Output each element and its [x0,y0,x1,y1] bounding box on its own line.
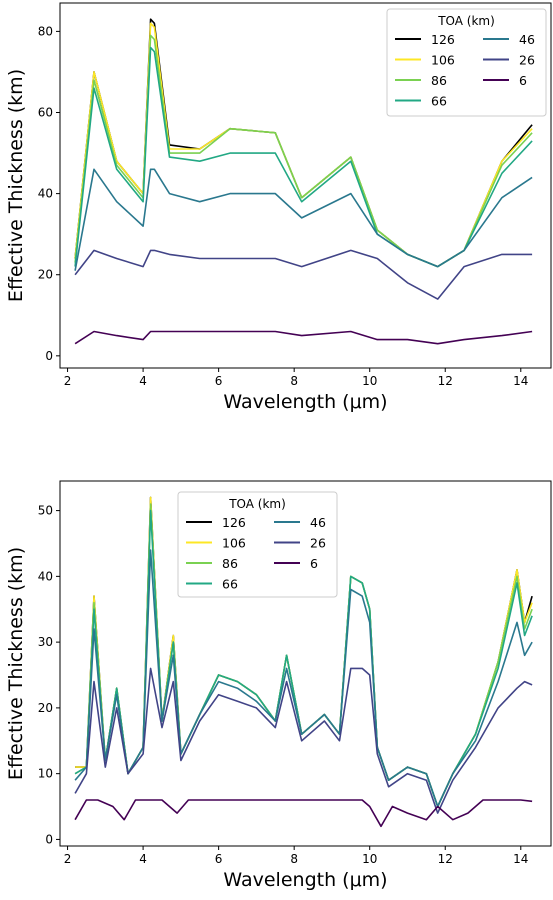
x-tick-label: 14 [513,374,528,388]
legend-label-86: 86 [222,556,238,571]
x-tick-label: 10 [362,852,377,866]
y-axis-label: Effective Thickness (km) [5,547,27,780]
legend-label-66: 66 [222,577,238,592]
y-tick-label: 30 [38,635,53,649]
legend-title: TOA (km) [437,14,495,28]
x-tick-label: 4 [139,374,147,388]
x-tick-label: 12 [438,852,453,866]
legend-label-26: 26 [310,536,326,551]
series-line-46 [74,168,533,271]
y-tick-label: 40 [38,187,53,201]
x-tick-label: 2 [64,852,72,866]
legend-label-46: 46 [310,515,326,530]
legend-label-106: 106 [222,536,246,551]
x-tick-label: 12 [438,374,453,388]
x-axis-label: Wavelength (μm) [223,391,387,413]
legend-title: TOA (km) [228,497,286,511]
legend-label-106: 106 [431,53,455,68]
x-tick-label: 8 [290,374,298,388]
y-tick-label: 20 [38,268,53,282]
legend-label-46: 46 [519,32,535,47]
y-tick-label: 50 [38,504,53,518]
x-tick-label: 4 [139,852,147,866]
y-tick-label: 0 [45,349,53,363]
legend-box [177,491,338,598]
series-line-46 [74,549,533,808]
legend-label-66: 66 [431,94,447,109]
x-tick-label: 8 [290,852,298,866]
y-tick-label: 80 [38,24,53,38]
series-line-6 [74,799,533,828]
series-line-26 [74,667,533,814]
legend-label-86: 86 [431,73,447,88]
y-tick-label: 20 [38,701,53,715]
legend-box [386,8,547,117]
plot-frame [59,480,552,847]
series-line-6 [74,330,533,345]
x-axis-label: Wavelength (μm) [223,869,387,891]
legend-label-6: 6 [519,73,527,88]
x-tick-label: 10 [362,374,377,388]
legend: TOA (km) 126 106 86 66 46 26 6 [177,491,338,598]
x-tick-label: 2 [64,374,72,388]
y-tick-label: 60 [38,106,53,120]
x-tick-label: 6 [215,374,223,388]
legend: TOA (km) 126 106 86 66 46 26 6 [386,8,547,117]
series-line-26 [74,249,533,300]
legend-label-6: 6 [310,556,318,571]
y-tick-label: 0 [45,832,53,846]
legend-label-126: 126 [222,515,246,530]
legend-label-26: 26 [519,53,535,68]
y-tick-label: 10 [38,767,53,781]
legend-label-126: 126 [431,32,455,47]
plot-frame [59,2,552,369]
series-group [74,496,533,828]
x-tick-label: 14 [513,852,528,866]
series-group [74,18,533,345]
y-tick-label: 40 [38,569,53,583]
y-axis-label: Effective Thickness (km) [5,69,27,302]
x-tick-label: 6 [215,852,223,866]
